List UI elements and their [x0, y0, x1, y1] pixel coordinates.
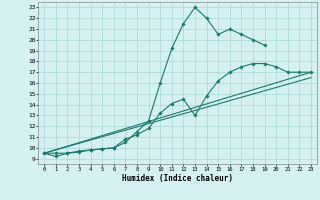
- X-axis label: Humidex (Indice chaleur): Humidex (Indice chaleur): [122, 174, 233, 183]
